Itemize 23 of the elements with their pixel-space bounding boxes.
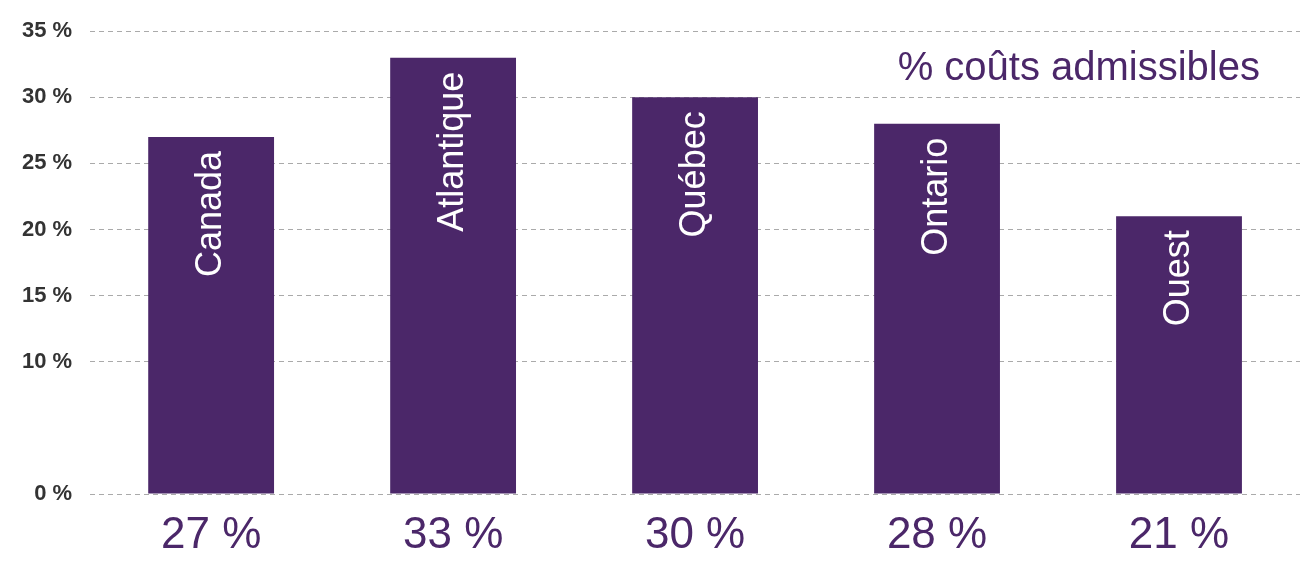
- bar: [148, 136, 275, 494]
- y-tick-label: 35 %: [21, 17, 73, 43]
- x-tick-label: Ontario: [913, 137, 955, 256]
- bar: [874, 123, 1000, 494]
- bar: [1116, 216, 1242, 494]
- x-tick-label: Atlantique: [430, 71, 472, 232]
- y-tick-label: 20 %: [21, 215, 73, 241]
- x-tick-label: Québec: [671, 111, 713, 238]
- y-tick-label: 15 %: [21, 281, 73, 307]
- y-tick-label: 0 %: [34, 480, 73, 506]
- y-tick-label: 25 %: [21, 149, 73, 175]
- data-label: 33 %: [402, 508, 504, 558]
- y-tick-label: 10 %: [21, 347, 73, 373]
- data-label: 28 %: [886, 508, 988, 558]
- x-tick-label: Canada: [188, 150, 230, 278]
- bar: [390, 57, 517, 494]
- chart-title: % coûts admissibles: [897, 44, 1260, 89]
- bar: [632, 97, 758, 494]
- data-label: 27 %: [160, 508, 262, 558]
- data-label: 21 %: [1128, 508, 1230, 558]
- data-label: 30 %: [644, 508, 746, 558]
- x-tick-label: Ouest: [1155, 230, 1197, 327]
- y-tick-label: 30 %: [21, 83, 73, 109]
